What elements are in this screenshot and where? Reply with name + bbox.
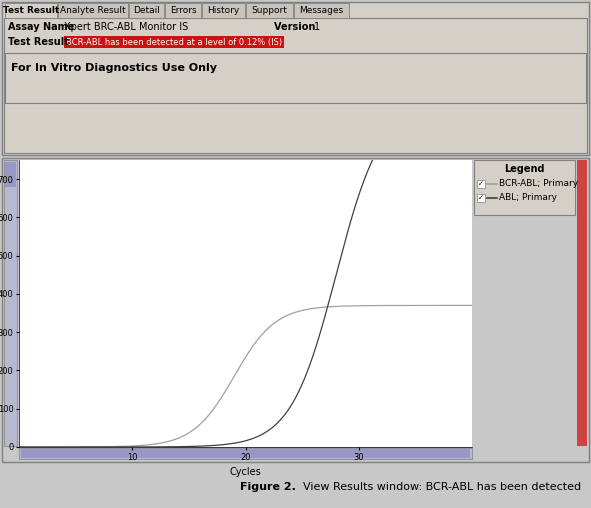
Text: Errors: Errors [170,6,196,15]
Text: Version: Version [274,22,322,32]
Bar [129,3,164,18]
Text: View Results window: BCR-ABL has been detected: View Results window: BCR-ABL has been de… [296,482,580,492]
Text: Assay Name: Assay Name [8,22,74,32]
Bar [4,160,17,446]
Bar [477,194,485,202]
Text: ABL; Primary: ABL; Primary [499,194,557,203]
Text: For In Vitro Diagnostics Use Only: For In Vitro Diagnostics Use Only [11,63,217,73]
Text: Support: Support [252,6,287,15]
Text: BCR-ABL; Primary: BCR-ABL; Primary [499,179,578,188]
Text: Xpert BRC-ABL Monitor IS: Xpert BRC-ABL Monitor IS [64,22,189,32]
Bar [202,3,245,18]
Text: 1: 1 [314,22,320,32]
Bar [474,160,575,215]
Text: Detail: Detail [133,6,160,15]
Text: Messages: Messages [300,6,343,15]
Text: Legend: Legend [504,164,545,174]
Text: Figure 2.: Figure 2. [239,482,296,492]
X-axis label: Cycles: Cycles [230,467,261,477]
Bar [165,3,201,18]
Text: Analyte Result: Analyte Result [60,6,126,15]
Text: Test Result: Test Result [3,6,59,15]
Bar [19,448,472,459]
Text: Test Result: Test Result [8,37,69,47]
Bar [2,2,589,155]
Bar [5,3,57,18]
Text: History: History [207,6,239,15]
Bar [246,3,293,18]
Bar [477,180,485,188]
Bar [577,160,587,446]
Bar [5,53,586,103]
Bar [21,449,470,458]
Bar [4,18,587,153]
Bar [58,3,128,18]
Text: ✓: ✓ [478,181,484,187]
Text: BCR-ABL has been detected at a level of 0.12% (IS): BCR-ABL has been detected at a level of … [66,38,282,47]
Bar [294,3,349,18]
Bar [5,162,16,187]
Bar [2,158,589,462]
Bar [64,36,284,48]
Text: ✓: ✓ [478,195,484,201]
